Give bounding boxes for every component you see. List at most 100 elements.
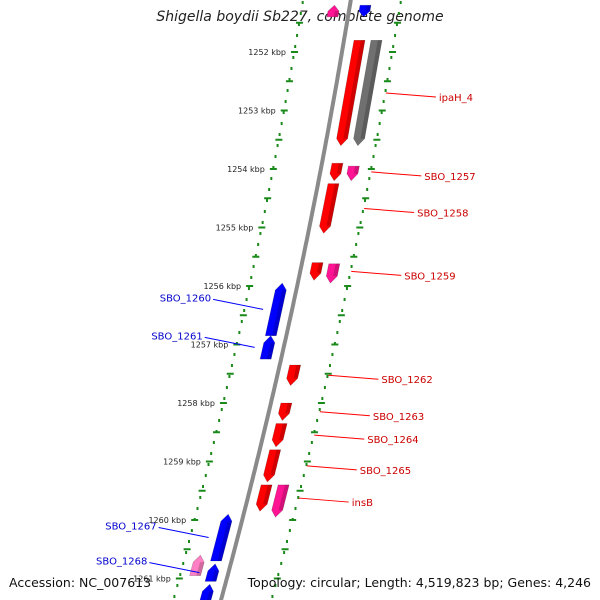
- kbp-tick: [233, 343, 241, 346]
- guide-dot: [380, 111, 383, 114]
- guide-dot: [274, 584, 277, 587]
- kbp-tick: [289, 519, 297, 521]
- kbp-tick: [317, 402, 325, 404]
- gene-label[interactable]: SBO_1263: [373, 412, 424, 423]
- guide-dot: [268, 188, 271, 191]
- kbp-label: 1258 kbp: [177, 399, 215, 408]
- kbp-tick: [198, 489, 206, 492]
- gene-shade: [206, 591, 214, 600]
- gene-arrow-sbo_1268[interactable]: [204, 563, 220, 582]
- gene-arrow-unlabeled[interactable]: [346, 165, 360, 182]
- gene-arrow-unlabeled[interactable]: [353, 39, 383, 147]
- guide-dot: [288, 529, 291, 532]
- guide-dot: [382, 100, 385, 103]
- gene-label-leader: [319, 411, 370, 417]
- gene-label[interactable]: SBO_1264: [367, 435, 418, 446]
- tick-guides: [173, 1, 402, 598]
- guide-dot: [199, 496, 202, 499]
- guide-dot: [310, 441, 313, 444]
- gene-arrow-fragment[interactable]: [326, 4, 340, 18]
- gene-label[interactable]: SBO_1258: [417, 208, 468, 219]
- guide-dot: [388, 67, 391, 70]
- guide-dot: [366, 188, 369, 191]
- guide-dot: [220, 408, 223, 411]
- gene-label[interactable]: SBO_1259: [404, 271, 455, 282]
- gene-shade: [326, 183, 339, 227]
- gene-label[interactable]: insB: [352, 498, 373, 509]
- kbp-tick: [291, 51, 298, 53]
- guide-dot: [305, 463, 308, 466]
- guide-dot: [308, 452, 311, 455]
- guide-dot: [225, 386, 228, 389]
- guide-dot: [238, 331, 241, 334]
- gene-label-leader: [213, 298, 264, 310]
- guide-dot: [277, 573, 280, 576]
- kbp-tick: [356, 226, 364, 229]
- gene-label[interactable]: SBO_1265: [360, 466, 411, 477]
- guide-dot: [210, 452, 213, 455]
- gene-label[interactable]: SBO_1268: [96, 557, 147, 568]
- kbp-tick: [344, 285, 352, 287]
- kbp-tick: [275, 138, 283, 141]
- gene-arrow-sbo_1261[interactable]: [259, 335, 276, 360]
- gene-arrow-sbo_1265[interactable]: [263, 449, 282, 483]
- guide-dot: [182, 562, 185, 565]
- gene-arrow-insb[interactable]: [255, 484, 273, 512]
- guide-dot: [372, 155, 375, 158]
- guide-dot: [274, 155, 277, 158]
- gene-label[interactable]: ipaH_4: [439, 93, 473, 104]
- guide-dot: [294, 507, 297, 510]
- kbp-tick: [191, 519, 199, 521]
- guide-dot: [266, 199, 269, 202]
- gene-label[interactable]: SBO_1267: [105, 522, 156, 533]
- guide-dot: [252, 265, 255, 268]
- gene-arrow-unlabeled[interactable]: [271, 484, 290, 518]
- gene-shade: [272, 290, 287, 336]
- gene-arrow-sbo_1264[interactable]: [271, 423, 288, 448]
- gene-arrow-sbo_1267[interactable]: [210, 513, 233, 562]
- guide-dot: [230, 364, 233, 367]
- guide-dot: [282, 111, 285, 114]
- guide-dot: [355, 243, 358, 246]
- gene-label[interactable]: SBO_1260: [160, 293, 211, 304]
- gene-arrow-ipah_4[interactable]: [336, 39, 366, 147]
- gene-arrow-sbo_1263[interactable]: [278, 402, 293, 421]
- guide-dot: [187, 540, 190, 543]
- kbp-tick: [393, 21, 401, 24]
- reverse-strand-genes: [189, 4, 340, 600]
- guide-dot: [392, 45, 395, 48]
- guide-dot: [284, 100, 287, 103]
- gene-shade: [278, 484, 290, 511]
- guide-dot: [302, 474, 305, 477]
- gene-arrow-unlabeled[interactable]: [189, 554, 205, 576]
- gene-arrow-sbo_1259[interactable]: [309, 262, 324, 281]
- guide-dot: [271, 595, 274, 598]
- guide-dot: [359, 221, 362, 224]
- kbp-tick: [281, 548, 289, 551]
- gene-arrow-fragment[interactable]: [358, 4, 372, 18]
- genome-title: Shigella boydii Sb227, complete genome: [156, 9, 444, 25]
- kbp-tick: [264, 197, 272, 200]
- gene-label-leader: [364, 207, 415, 213]
- gene-label[interactable]: SBO_1257: [424, 172, 475, 183]
- gene-label[interactable]: SBO_1262: [381, 375, 432, 386]
- gene-shade: [266, 342, 275, 360]
- gene-shade: [211, 570, 219, 582]
- gene-arrow-unlabeled[interactable]: [325, 263, 341, 284]
- gene-arrow-sbo_1257[interactable]: [329, 162, 344, 182]
- guide-dot: [276, 144, 279, 147]
- gene-label[interactable]: SBO_1261: [151, 331, 202, 342]
- gene-arrow-sbo_1262[interactable]: [286, 364, 302, 386]
- gene-arrow-sbo_1260[interactable]: [264, 282, 287, 337]
- gene-arrow-sbo_1258[interactable]: [319, 183, 340, 234]
- guide-dot: [207, 463, 210, 466]
- kbp-tick: [362, 197, 370, 200]
- guide-dot: [292, 56, 295, 59]
- guide-dot: [326, 375, 329, 378]
- kbp-tick: [303, 460, 311, 463]
- guide-dot: [318, 408, 321, 411]
- gene-shade: [343, 40, 365, 139]
- guide-dot: [212, 441, 215, 444]
- guide-dot: [278, 133, 281, 136]
- guide-dot: [357, 232, 360, 235]
